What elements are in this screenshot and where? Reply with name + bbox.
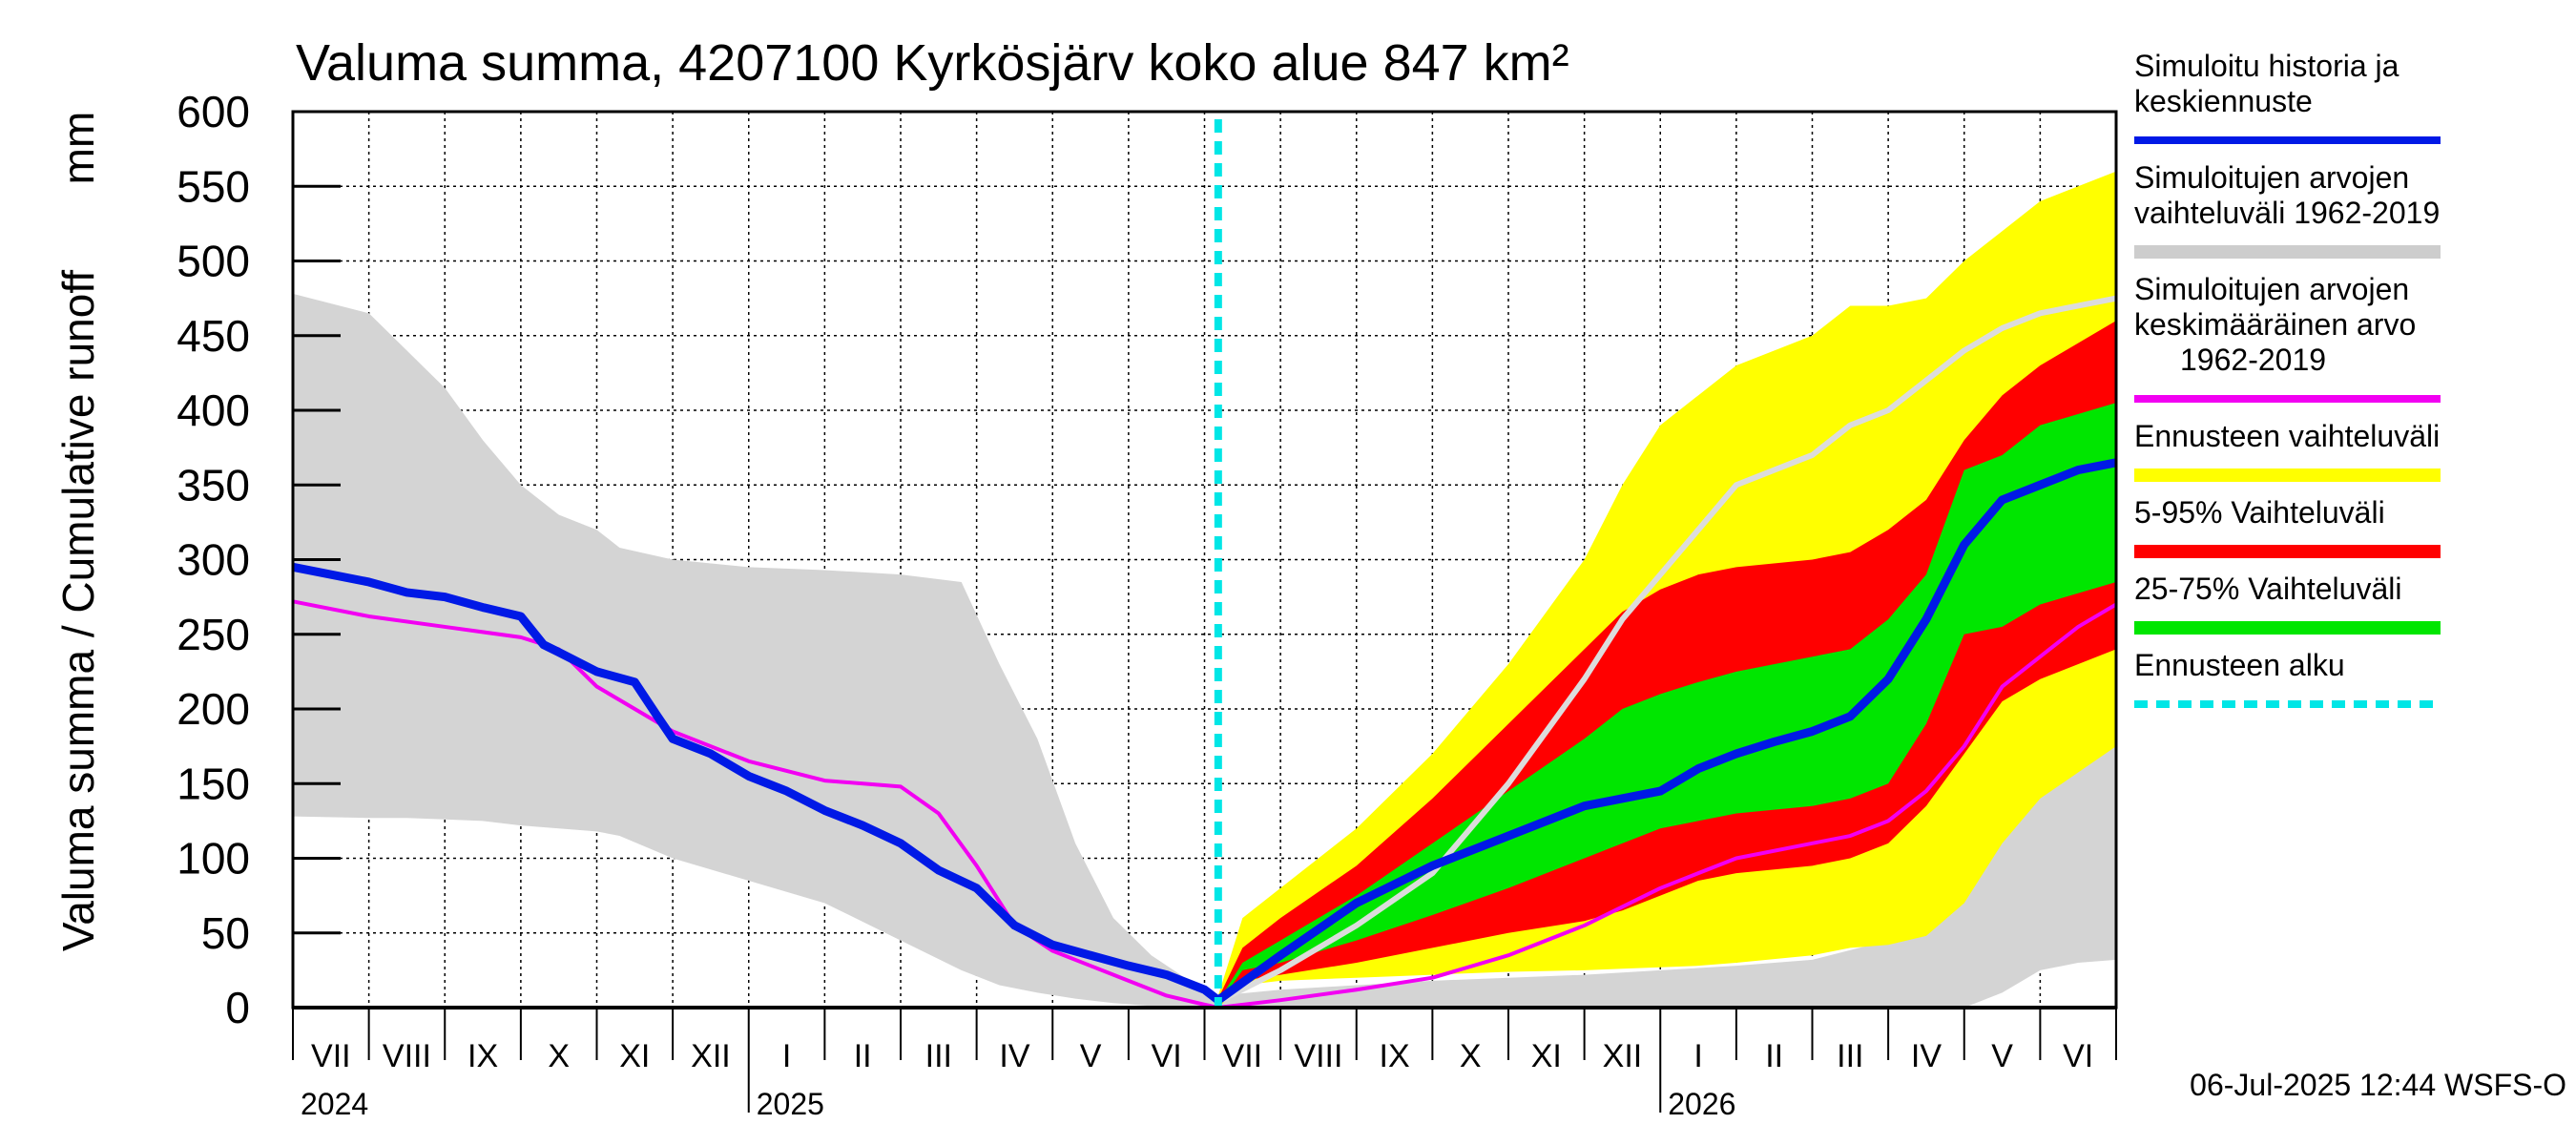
month-label: IX bbox=[1380, 1038, 1410, 1074]
y-tick-label: 150 bbox=[177, 759, 250, 808]
band-5-95-vaihteluv-li-red-band bbox=[1217, 321, 2116, 1009]
month-label: I bbox=[1693, 1038, 1702, 1074]
month-label: VI bbox=[2063, 1038, 2093, 1074]
legend-label: Simuloitujen arvojen bbox=[2134, 272, 2409, 306]
month-label: XI bbox=[1531, 1038, 1562, 1074]
y-tick-label: 550 bbox=[177, 161, 250, 211]
legend-label: keskimääräinen arvo bbox=[2134, 307, 2416, 342]
month-label: VIII bbox=[1294, 1038, 1342, 1074]
legend-label: 1962-2019 bbox=[2180, 343, 2326, 377]
legend-label: Ennusteen vaihteluväli bbox=[2134, 419, 2440, 453]
month-label: XII bbox=[1603, 1038, 1643, 1074]
y-tick-label: 200 bbox=[177, 684, 250, 734]
month-label: IV bbox=[1911, 1038, 1942, 1074]
footer-timestamp: 06-Jul-2025 12:44 WSFS-O bbox=[2190, 1068, 2566, 1102]
line-simuloitu-historia-ja-keskiennuste bbox=[292, 458, 2117, 1005]
month-label: IV bbox=[999, 1038, 1029, 1074]
month-label: XII bbox=[691, 1038, 731, 1074]
y-tick-label: 350 bbox=[177, 460, 250, 510]
legend-label: 25-75% Vaihteluväli bbox=[2134, 572, 2401, 606]
month-label: X bbox=[1460, 1038, 1482, 1074]
month-label: XI bbox=[619, 1038, 650, 1074]
y-tick-label: 600 bbox=[177, 87, 250, 136]
legend-label: Simuloitujen arvojen bbox=[2134, 160, 2409, 195]
line-simuloitujen-arvojen-keskim-r-inen-arvo-1962-2019 bbox=[292, 599, 2118, 1010]
month-label: V bbox=[1991, 1038, 2013, 1074]
month-label: I bbox=[782, 1038, 791, 1074]
month-label: X bbox=[548, 1038, 570, 1074]
year-label: 2026 bbox=[1668, 1087, 1735, 1121]
y-tick-label: 400 bbox=[177, 385, 250, 435]
y-tick-label: 100 bbox=[177, 834, 250, 884]
y-axis-label: Valuma summa / Cumulative runoff bbox=[53, 270, 103, 951]
y-axis-unit: mm bbox=[53, 112, 103, 185]
y-tick-label: 300 bbox=[177, 535, 250, 585]
month-label: VII bbox=[311, 1038, 351, 1074]
y-tick-label: 450 bbox=[177, 311, 250, 361]
month-label: II bbox=[1765, 1038, 1783, 1074]
month-label: III bbox=[925, 1038, 952, 1074]
month-label: VII bbox=[1223, 1038, 1263, 1074]
y-tick-label: 500 bbox=[177, 237, 250, 286]
month-label: V bbox=[1080, 1038, 1102, 1074]
year-label: 2024 bbox=[301, 1087, 368, 1121]
month-label: IX bbox=[467, 1038, 498, 1074]
legend-label: Simuloitu historia ja bbox=[2134, 49, 2399, 83]
y-tick-label: 0 bbox=[225, 983, 250, 1032]
month-label: VI bbox=[1152, 1038, 1182, 1074]
month-label: VIII bbox=[383, 1038, 431, 1074]
legend-label: keskiennuste bbox=[2134, 84, 2313, 118]
legend-label: Ennusteen alku bbox=[2134, 648, 2345, 682]
year-label: 2025 bbox=[757, 1087, 824, 1121]
y-tick-label: 250 bbox=[177, 610, 250, 659]
band-simuloitujen-arvojen-vaihteluv-li-1962-2019-grey-band bbox=[293, 293, 2116, 1008]
legend-label: 5-95% Vaihteluväli bbox=[2134, 495, 2385, 530]
legend-label: vaihteluväli 1962-2019 bbox=[2134, 196, 2440, 230]
band-25-75-vaihteluv-li-green-band bbox=[1217, 403, 2116, 1005]
chart-title: Valuma summa, 4207100 Kyrkösjärv koko al… bbox=[296, 34, 1569, 92]
month-label: II bbox=[854, 1038, 872, 1074]
month-label: III bbox=[1837, 1038, 1863, 1074]
y-tick-label: 50 bbox=[201, 908, 250, 958]
